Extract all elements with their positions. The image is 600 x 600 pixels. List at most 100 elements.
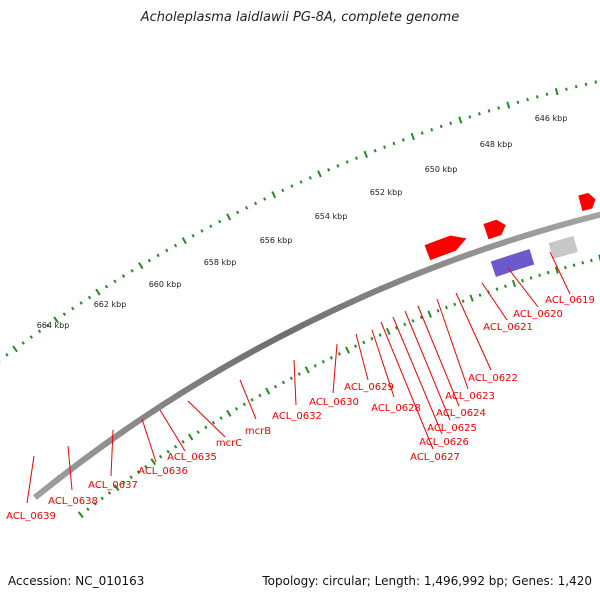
tick-mark xyxy=(546,270,550,275)
gene-label: ACL_0636 xyxy=(138,466,188,477)
tick-mark xyxy=(265,387,271,395)
tick-mark xyxy=(554,88,559,96)
tick-mark xyxy=(321,360,325,364)
tick-mark xyxy=(392,141,396,146)
tick-mark xyxy=(317,170,322,178)
tick-mark xyxy=(156,253,160,258)
tick-mark xyxy=(242,402,246,407)
gene-label: ACL_0638 xyxy=(48,496,98,507)
tick-mark xyxy=(130,269,134,273)
label-leader-line xyxy=(371,329,395,398)
gene-label: ACL_0630 xyxy=(309,397,359,408)
tick-mark xyxy=(62,312,67,316)
genome-summary-text: Topology: circular; Length: 1,496,992 bp… xyxy=(262,574,592,588)
tick-mark xyxy=(516,100,520,105)
tick-mark xyxy=(107,491,112,495)
tick-mark xyxy=(411,319,415,323)
gene-label: mcrC xyxy=(216,438,242,449)
tick-mark xyxy=(495,287,499,291)
tick-mark xyxy=(12,345,18,353)
gene-label: ACL_0620 xyxy=(513,309,563,320)
tick-mark xyxy=(77,511,84,519)
tick-mark xyxy=(165,248,169,253)
gene-feature-acl-0638 xyxy=(548,235,578,259)
tick-mark xyxy=(93,501,97,506)
tick-mark xyxy=(181,440,185,444)
gene-label: ACL_0627 xyxy=(410,452,460,463)
tick-mark xyxy=(211,420,216,425)
gene-feature-forward xyxy=(578,192,596,212)
label-leader-line xyxy=(436,298,469,390)
tick-mark xyxy=(144,465,148,469)
kbp-label: 650 kbp xyxy=(425,165,458,174)
tick-mark xyxy=(53,316,59,324)
tick-mark xyxy=(449,121,453,125)
tick-mark xyxy=(403,322,407,327)
tick-mark xyxy=(313,364,317,368)
gene-label: ACL_0629 xyxy=(344,382,394,393)
gene-label: ACL_0619 xyxy=(545,295,595,306)
gene-label: ACL_0623 xyxy=(445,391,495,402)
gene-feature-forward xyxy=(483,219,507,240)
tick-mark xyxy=(138,262,144,270)
label-leader-line xyxy=(417,305,460,407)
label-leader-line xyxy=(455,292,492,371)
tick-mark xyxy=(104,284,109,289)
kbp-label: 664 kbp xyxy=(37,321,70,330)
tick-mark xyxy=(196,430,200,434)
tick-mark xyxy=(200,229,204,233)
tick-mark xyxy=(289,376,293,381)
tick-mark xyxy=(71,306,75,311)
tick-mark xyxy=(439,124,443,129)
kbp-label: 652 kbp xyxy=(370,188,403,197)
tick-mark xyxy=(258,393,262,398)
label-leader-line xyxy=(239,379,257,420)
tick-mark xyxy=(362,340,366,345)
tick-mark xyxy=(504,284,507,289)
tick-mark xyxy=(304,366,310,374)
label-leader-line xyxy=(187,400,226,438)
tick-mark xyxy=(308,176,312,180)
tick-mark xyxy=(345,346,350,354)
label-leader-line xyxy=(67,445,73,491)
gene-label: ACL_0625 xyxy=(427,423,477,434)
tick-mark xyxy=(574,85,578,89)
tick-mark xyxy=(430,127,434,132)
tick-mark xyxy=(538,273,542,278)
tick-mark xyxy=(329,356,333,360)
tick-mark xyxy=(113,279,117,284)
tick-mark xyxy=(166,449,170,454)
tick-mark xyxy=(401,138,405,142)
tick-mark xyxy=(327,168,331,172)
tick-mark xyxy=(584,82,588,87)
tick-mark xyxy=(420,131,424,135)
tick-mark xyxy=(354,344,358,348)
tick-mark xyxy=(477,112,481,116)
tick-mark xyxy=(129,475,133,479)
tick-mark xyxy=(410,132,415,141)
tick-mark xyxy=(87,295,92,300)
kbp-label: 646 kbp xyxy=(535,114,568,123)
tick-mark xyxy=(234,407,239,411)
tick-mark xyxy=(245,206,249,210)
tick-mark xyxy=(37,329,42,334)
tick-mark xyxy=(345,160,349,164)
tick-mark xyxy=(468,115,472,119)
label-leader-line xyxy=(380,321,434,450)
tick-mark xyxy=(487,109,491,113)
outer-tick-ring xyxy=(0,80,598,362)
tick-mark xyxy=(254,201,258,206)
tick-mark xyxy=(173,444,178,449)
tick-mark xyxy=(150,458,157,466)
label-leader-line xyxy=(392,316,443,435)
tick-mark xyxy=(273,384,278,389)
tick-mark xyxy=(136,470,141,474)
tick-mark xyxy=(181,237,187,245)
tick-mark xyxy=(122,480,126,485)
tick-mark xyxy=(436,309,440,313)
tick-mark xyxy=(226,213,232,221)
kbp-label: 662 kbp xyxy=(94,300,127,309)
tick-mark xyxy=(564,265,567,270)
gene-label-group: ACL_0619 ACL_0620 ACL_0621 ACL_0622 ACL_0623… xyxy=(6,295,595,522)
tick-mark xyxy=(529,276,533,280)
